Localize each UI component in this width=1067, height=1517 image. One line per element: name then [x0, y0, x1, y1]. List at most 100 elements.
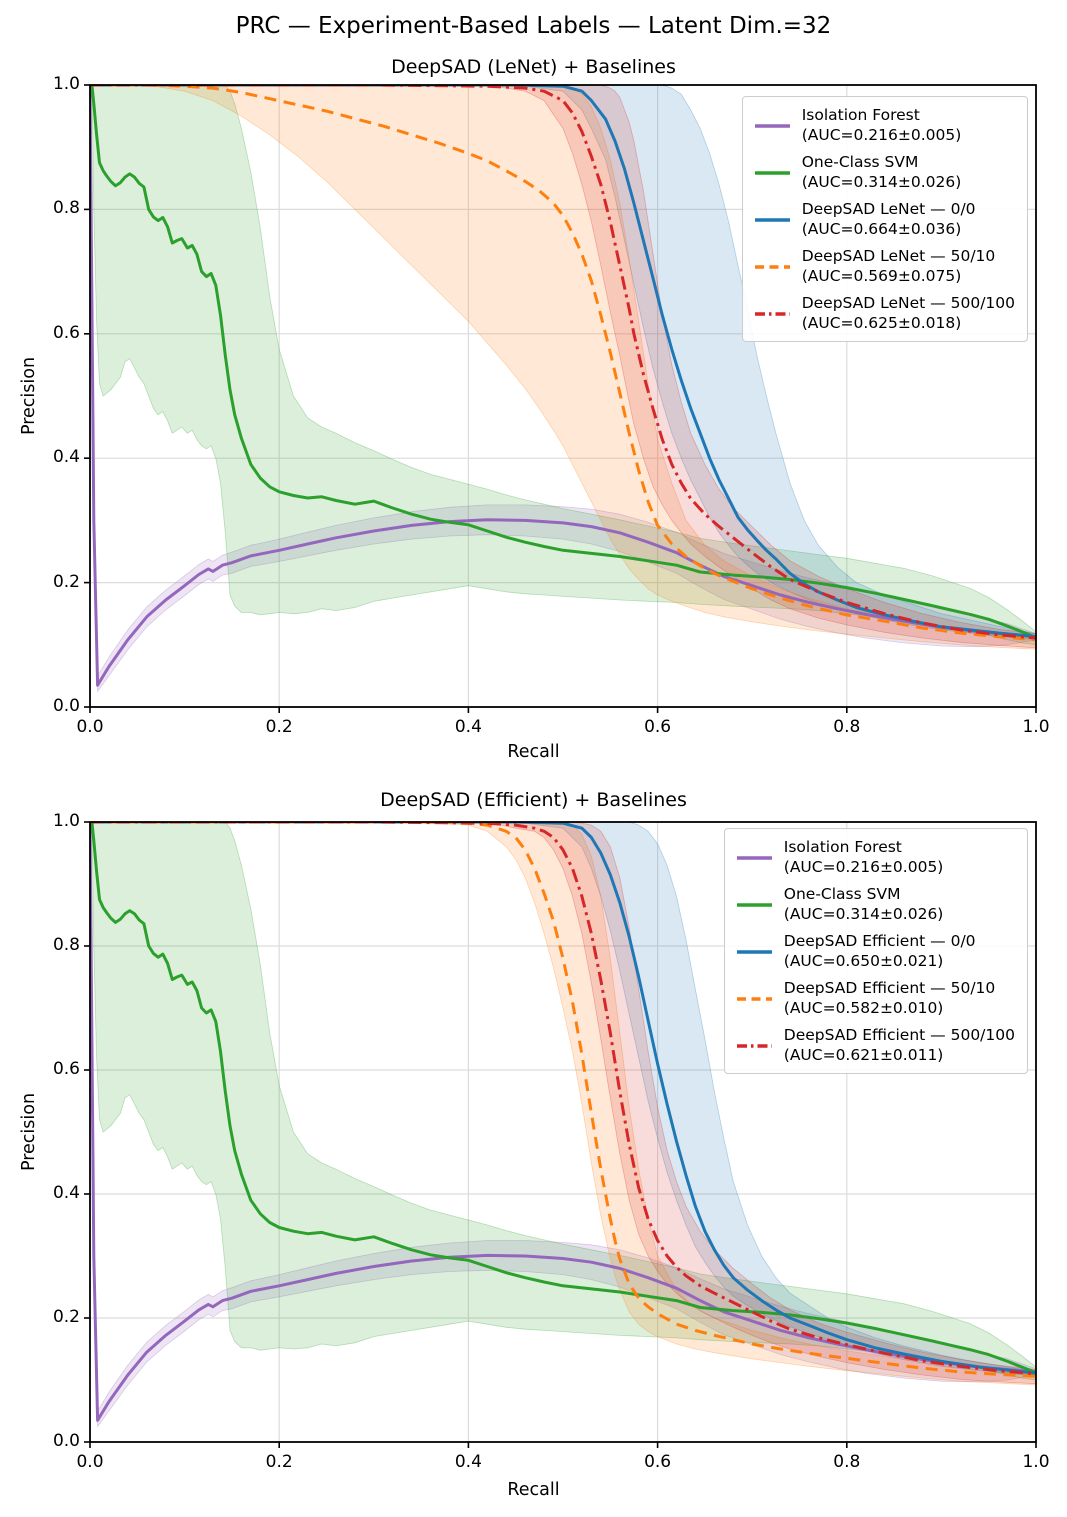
curve-deepsad-efficient-0-0 — [90, 822, 1036, 1375]
legend-series-auc: (AUC=0.582±0.010) — [783, 998, 944, 1017]
legend-item: DeepSAD LeNet — 0/0 (AUC=0.664±0.036) — [754, 200, 1015, 239]
x-axis-label-1: Recall — [507, 742, 560, 762]
subplot2-title: DeepSAD (Efficient) + Baselines — [380, 789, 687, 811]
legend-series-auc: (AUC=0.664±0.036) — [801, 219, 962, 238]
legend-line-swatch-deepsad-efficient-0-0 — [736, 949, 772, 954]
legend-line-swatch-deepsad-efficient-500-100 — [736, 1043, 772, 1048]
legend-line-swatch-one-class-svm — [754, 170, 790, 175]
y-axis-label-2: Precision — [19, 1092, 39, 1172]
legend-series-auc: (AUC=0.314±0.026) — [783, 904, 944, 923]
y-tick-label: 0.4 — [52, 447, 80, 468]
band-deepsad-lenet-500-100 — [90, 85, 1036, 649]
legend-series-name: Isolation Forest — [783, 838, 902, 856]
legend-series-name: DeepSAD LeNet — 0/0 — [801, 200, 976, 219]
y-tick-label: 0.6 — [52, 1059, 80, 1079]
legend-label: Isolation Forest (AUC=0.216±0.005) — [802, 106, 962, 145]
x-tick-label: 1.0 — [1022, 717, 1050, 737]
subplot-1 — [84, 84, 1037, 713]
y-tick-label: 0.6 — [52, 322, 80, 343]
curve-one-class-svm — [90, 822, 1036, 1374]
curve-one-class-svm — [90, 85, 1036, 639]
legend-label: DeepSAD LeNet — 50/10 (AUC=0.569±0.075) — [802, 247, 996, 286]
y-tick-label: 0.8 — [52, 198, 80, 219]
y-tick-label: 0.2 — [52, 1307, 80, 1327]
y-tick-label: 1.0 — [52, 811, 80, 831]
x-tick-label: 0.8 — [833, 717, 861, 737]
y-tick-label: 0.8 — [52, 935, 80, 955]
legend-series-auc: (AUC=0.216±0.005) — [801, 125, 962, 144]
x-tick-label: 0.0 — [76, 1452, 104, 1472]
legend-label: DeepSAD Efficient — 500/100 (AUC=0.621±0.… — [784, 1026, 1015, 1065]
subplot-2 — [84, 821, 1037, 1448]
legend-series-name: One-Class SVM — [801, 153, 919, 172]
legend-line-swatch-deepsad-efficient-50-10 — [736, 996, 772, 1001]
x-tick-label: 0.4 — [454, 717, 482, 737]
legend-series-name: DeepSAD Efficient — 50/10 — [783, 979, 996, 998]
x-tick-label: 1.0 — [1022, 1452, 1050, 1472]
legend-label: Isolation Forest (AUC=0.216±0.005) — [784, 838, 944, 877]
x-tick-label: 0.8 — [833, 1452, 861, 1472]
legend-item: DeepSAD Efficient — 50/10 (AUC=0.582±0.01… — [736, 979, 1015, 1018]
curve-deepsad-lenet-50-10 — [90, 85, 1036, 642]
band-deepsad-efficient-0-0 — [90, 822, 1036, 1377]
legend-item: DeepSAD LeNet — 50/10 (AUC=0.569±0.075) — [754, 247, 1015, 286]
legend-item: One-Class SVM (AUC=0.314±0.026) — [736, 885, 1015, 924]
legend-label: DeepSAD Efficient — 0/0 (AUC=0.650±0.021) — [784, 932, 976, 971]
y-tick-label: 0.4 — [52, 1183, 80, 1203]
legend-label: DeepSAD LeNet — 500/100 (AUC=0.625±0.018) — [802, 294, 1015, 333]
legend-subplot1: Isolation Forest (AUC=0.216±0.005) One-Cla… — [741, 96, 1028, 343]
legend-line-swatch-isolation-forest — [736, 855, 772, 860]
subplot1-title: DeepSAD (LeNet) + Baselines — [391, 56, 676, 78]
legend-series-name: DeepSAD Efficient — 0/0 — [783, 932, 976, 951]
legend-series-auc: (AUC=0.314±0.026) — [801, 172, 962, 191]
y-tick-label: 0.0 — [52, 696, 80, 716]
legend-series-name: One-Class SVM — [783, 885, 901, 904]
legend-item: DeepSAD Efficient — 0/0 (AUC=0.650±0.021) — [736, 932, 1015, 971]
band-deepsad-efficient-500-100 — [90, 822, 1036, 1385]
y-tick-label: 1.0 — [52, 74, 80, 94]
x-tick-label: 0.2 — [265, 717, 293, 737]
legend-series-auc: (AUC=0.216±0.005) — [783, 857, 944, 876]
legend-label: DeepSAD Efficient — 50/10 (AUC=0.582±0.01… — [784, 979, 996, 1018]
plot-border — [89, 821, 1037, 1443]
plot-border — [89, 84, 1037, 708]
legend-line-swatch-deepsad-lenet-500-100 — [754, 311, 790, 316]
x-tick-label: 0.6 — [644, 1452, 672, 1472]
curve-deepsad-lenet-500-100 — [90, 85, 1036, 640]
legend-item: Isolation Forest (AUC=0.216±0.005) — [736, 838, 1015, 877]
curve-deepsad-efficient-500-100 — [90, 822, 1036, 1376]
legend-item: DeepSAD Efficient — 500/100 (AUC=0.621±0.… — [736, 1026, 1015, 1065]
legend-label: One-Class SVM (AUC=0.314±0.026) — [802, 153, 962, 192]
curve-deepsad-efficient-50-10 — [90, 822, 1036, 1378]
legend-series-name: DeepSAD Efficient — 500/100 — [783, 1026, 1015, 1045]
legend-series-name: DeepSAD LeNet — 50/10 — [801, 247, 996, 266]
figure-title: PRC — Experiment-Based Labels — Latent D… — [235, 13, 832, 39]
legend-line-swatch-one-class-svm — [736, 902, 772, 907]
legend-item: One-Class SVM (AUC=0.314±0.026) — [754, 153, 1015, 192]
band-one-class-svm — [91, 85, 1036, 646]
y-axis-label-1: Precision — [19, 356, 39, 436]
legend-series-name: DeepSAD LeNet — 500/100 — [801, 294, 1015, 313]
band-one-class-svm — [91, 822, 1036, 1381]
legend-line-swatch-deepsad-lenet-0-0 — [754, 217, 790, 222]
x-tick-label: 0.0 — [76, 717, 104, 737]
legend-label: One-Class SVM (AUC=0.314±0.026) — [784, 885, 944, 924]
legend-line-swatch-deepsad-lenet-50-10 — [754, 264, 790, 269]
legend-series-auc: (AUC=0.621±0.011) — [783, 1045, 944, 1064]
legend-series-auc: (AUC=0.650±0.021) — [783, 951, 944, 970]
legend-series-auc: (AUC=0.625±0.018) — [801, 313, 962, 332]
x-tick-label: 0.6 — [644, 717, 672, 737]
legend-label: DeepSAD LeNet — 0/0 (AUC=0.664±0.036) — [802, 200, 976, 239]
x-tick-label: 0.4 — [454, 1452, 482, 1472]
y-tick-label: 0.0 — [52, 1431, 80, 1451]
y-tick-label: 0.2 — [52, 571, 80, 592]
legend-series-name: Isolation Forest — [801, 106, 920, 124]
band-deepsad-lenet-50-10 — [90, 85, 1036, 650]
legend-series-auc: (AUC=0.569±0.075) — [801, 266, 962, 285]
legend-subplot2: Isolation Forest (AUC=0.216±0.005) One-Cla… — [723, 828, 1028, 1075]
legend-item: Isolation Forest (AUC=0.216±0.005) — [754, 106, 1015, 145]
legend-line-swatch-isolation-forest — [754, 123, 790, 128]
x-axis-label-2: Recall — [507, 1480, 560, 1500]
